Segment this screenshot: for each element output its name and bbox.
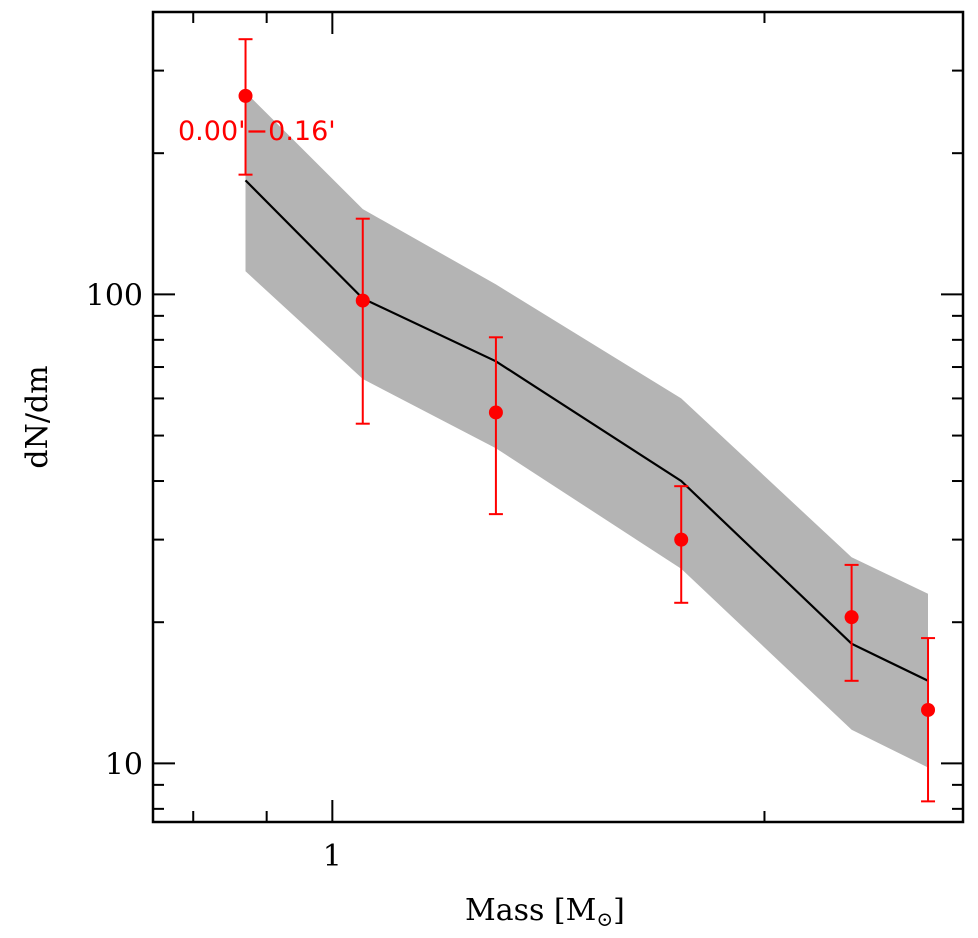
data-marker <box>844 610 859 625</box>
model-line <box>244 179 929 682</box>
x-axis-label: Mass [M⊙] <box>465 893 625 931</box>
model-band-layer <box>245 92 928 768</box>
data-point-2 <box>355 217 370 425</box>
plot-frame <box>151 10 965 824</box>
data-marker <box>488 405 503 420</box>
model-band <box>245 92 928 768</box>
x-axis-label-suffix: ] <box>613 893 625 928</box>
data-point-4 <box>674 485 689 604</box>
y-axis-label: dN/dm <box>20 365 55 468</box>
y-tick-label: 10 <box>105 747 143 782</box>
x-axis-label-text: Mass [M <box>465 893 596 928</box>
data-point-1 <box>238 38 253 176</box>
data-marker <box>238 88 253 103</box>
data-marker <box>674 532 689 547</box>
data-marker <box>921 702 936 717</box>
data-point-5 <box>844 563 859 682</box>
model-line-layer <box>244 179 929 682</box>
data-points-layer <box>238 38 936 803</box>
y-tick-label: 100 <box>86 278 143 313</box>
sun-symbol: ⊙ <box>596 907 613 931</box>
x-tick-label: 1 <box>323 839 342 874</box>
tick-labels-layer: 10 100 1 <box>86 278 342 874</box>
data-point-3 <box>488 336 503 516</box>
data-point-6 <box>921 637 936 803</box>
annotation-label: 0.00'−0.16' <box>178 116 336 147</box>
data-marker <box>355 293 370 308</box>
axis-ticks-layer <box>153 11 963 822</box>
